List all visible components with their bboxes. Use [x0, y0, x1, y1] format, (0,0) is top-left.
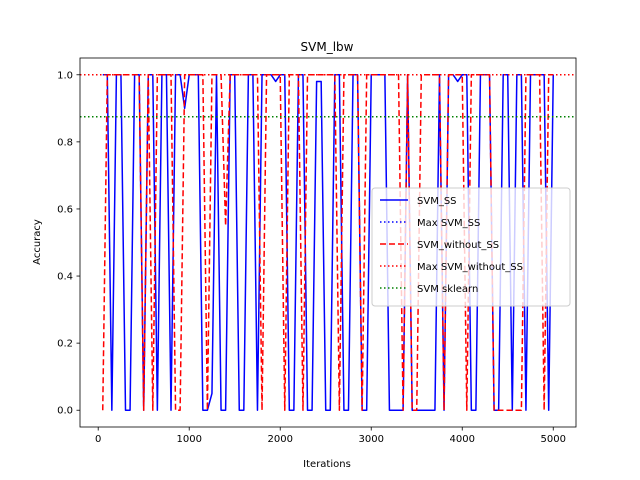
y-tick-label: 0.0	[57, 406, 73, 417]
y-axis-label: Accuracy	[32, 219, 43, 265]
legend-label: Max SVM_SS	[417, 218, 480, 229]
y-tick-label: 0.6	[57, 204, 73, 215]
x-tick-label: 2000	[267, 434, 292, 445]
y-tick-label: 0.4	[57, 272, 73, 283]
axes: 0 1000 2000 3000 4000 5000 0.0 0.2 0.4 0.6 0.8 1.0	[57, 57, 577, 445]
axes-frame	[79, 57, 577, 428]
y-tick-label: 1.0	[57, 70, 73, 81]
legend-box	[371, 187, 571, 307]
x-tick-label: 5000	[541, 434, 566, 445]
chart-title: SVM_lbw	[301, 40, 354, 54]
x-tick-label: 4000	[450, 434, 475, 445]
y-tick-label: 0.2	[57, 339, 73, 350]
legend-label: SVM sklearn	[417, 284, 478, 295]
y-tick-label: 0.8	[57, 137, 73, 148]
x-tick-label: 0	[95, 434, 101, 445]
legend-label: SVM_SS	[417, 196, 457, 207]
x-tick-label: 3000	[359, 434, 384, 445]
x-axis-label: Iterations	[303, 459, 351, 470]
legend-label: SVM_without_SS	[417, 240, 499, 251]
x-tick-label: 1000	[176, 434, 201, 445]
legend: SVM_SS Max SVM_SS SVM_without_SS Max SVM_wi…	[371, 187, 571, 307]
legend-label: Max SVM_without_SS	[417, 262, 523, 273]
